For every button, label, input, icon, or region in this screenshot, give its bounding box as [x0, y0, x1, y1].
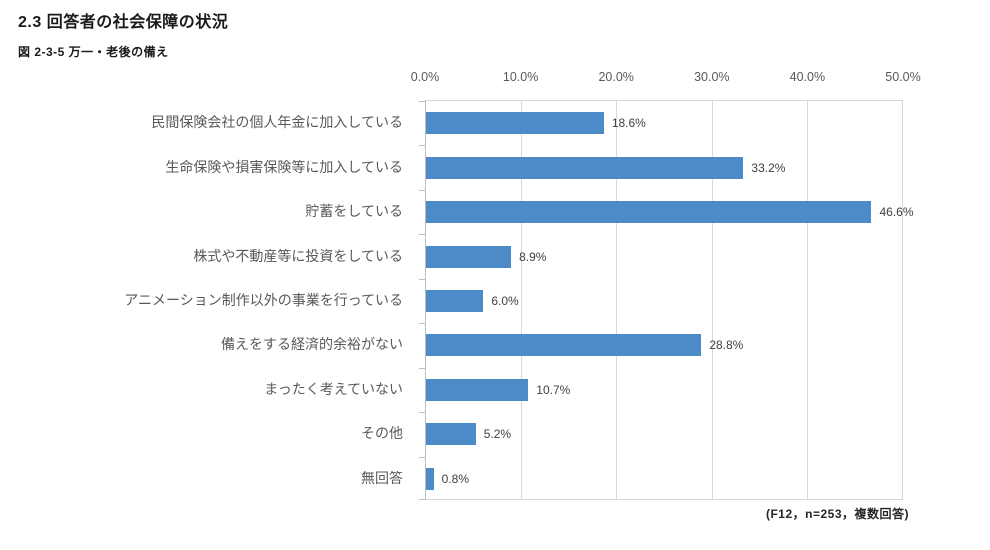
- bar-value-label: 33.2%: [751, 160, 786, 175]
- bar: [426, 201, 872, 224]
- y-axis-tick: [419, 145, 426, 146]
- bar-value-label: 8.9%: [519, 249, 547, 264]
- y-axis-tick: [419, 368, 426, 369]
- bar-value-label: 0.8%: [441, 471, 469, 486]
- y-axis-tick: [419, 234, 426, 235]
- bar-value-label: 46.6%: [879, 205, 914, 220]
- survey-footnote: (F12，n=253，複数回答): [765, 507, 909, 521]
- x-tick-label: 10.0%: [502, 70, 539, 84]
- category-label: 貯蓄をしている: [305, 203, 403, 220]
- y-axis-tick: [419, 412, 426, 413]
- category-label: 民間保険会社の個人年金に加入している: [151, 114, 403, 131]
- bar-value-label: 5.2%: [483, 427, 512, 442]
- y-axis-tick: [419, 323, 426, 324]
- bar: [426, 245, 512, 268]
- bar: [426, 423, 476, 446]
- category-label: 生命保険や損害保険等に加入している: [165, 158, 403, 175]
- bar: [426, 290, 484, 312]
- x-tick-label: 40.0%: [789, 70, 826, 84]
- page-title: 2.3 回答者の社会保障の状況: [18, 14, 229, 31]
- x-tick-label: 30.0%: [694, 70, 730, 84]
- y-axis-tick: [419, 101, 426, 102]
- category-label: まったく考えていない: [264, 380, 403, 397]
- bar: [426, 112, 604, 135]
- x-tick-label: 20.0%: [598, 70, 634, 84]
- bar-value-label: 10.7%: [536, 382, 571, 397]
- gridline: [711, 101, 713, 499]
- bar: [426, 467, 434, 490]
- y-axis-tick: [419, 279, 426, 280]
- gridline: [521, 101, 523, 499]
- y-axis-tick: [419, 499, 426, 500]
- category-label: アニメーション制作以外の事業を行っている: [124, 291, 403, 308]
- bar: [426, 334, 702, 357]
- bar-value-label: 6.0%: [491, 294, 519, 308]
- y-axis-tick: [419, 190, 426, 191]
- category-label: 備えをする経済的余裕がない: [221, 336, 403, 353]
- gridline: [806, 101, 808, 499]
- bar-value-label: 18.6%: [611, 116, 646, 131]
- bar-value-label: 28.8%: [709, 338, 744, 353]
- bar: [426, 378, 529, 401]
- category-label: 無回答: [361, 469, 403, 486]
- x-tick-label: 50.0%: [885, 70, 921, 84]
- category-label: 株式や不動産等に投資をしている: [193, 247, 403, 264]
- x-tick-label: 0.0%: [410, 70, 440, 84]
- category-label: その他: [361, 425, 403, 442]
- category-axis: 民間保険会社の個人年金に加入している生命保険や損害保険等に加入している貯蓄をして…: [0, 100, 414, 500]
- bar: [426, 156, 744, 179]
- gridline: [616, 101, 618, 499]
- y-axis-tick: [419, 457, 426, 458]
- plot-area: 18.6% 33.2% 46.6% 8.9% 6.0% 28.8% 10.7% 5.2% 0.8…: [419, 100, 914, 500]
- figure-caption: 図 2-3-5 万一・老後の備え: [18, 45, 169, 59]
